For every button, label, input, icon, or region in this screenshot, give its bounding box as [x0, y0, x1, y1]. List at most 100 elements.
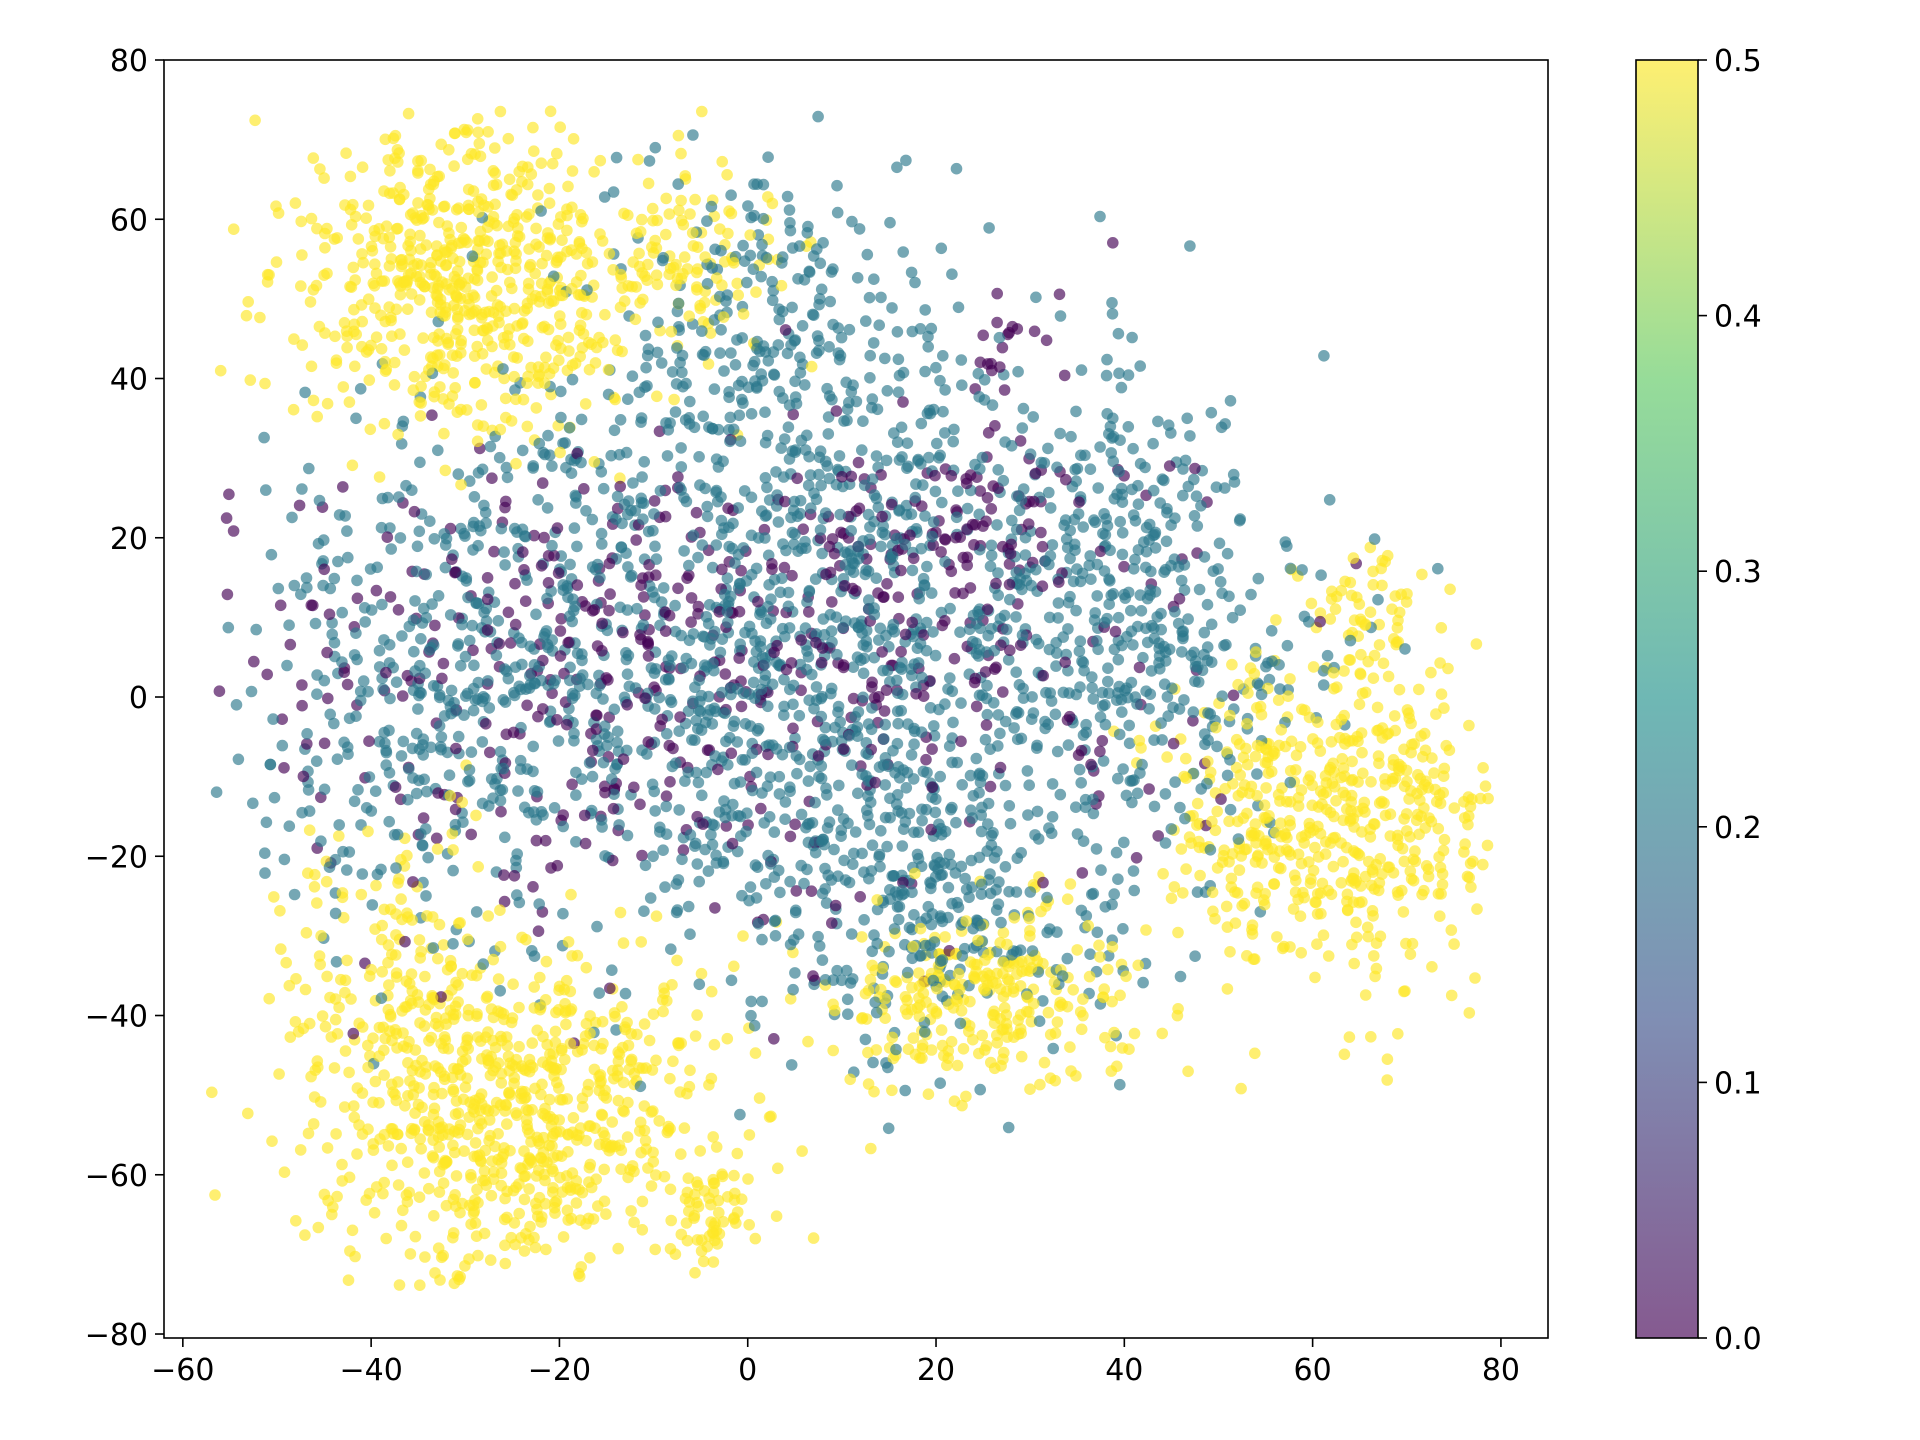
scatter-point [934, 770, 946, 783]
scatter-point [348, 1111, 361, 1124]
scatter-point [707, 1131, 719, 1143]
scatter-point [794, 367, 807, 379]
scatter-point [718, 795, 730, 807]
scatter-point [386, 1123, 399, 1135]
scatter-point [1289, 764, 1302, 776]
scatter-point [705, 828, 717, 841]
scatter-point [1373, 757, 1385, 770]
scatter-point [344, 170, 357, 183]
scatter-point [1381, 728, 1393, 741]
scatter-point [489, 778, 501, 790]
scatter-point [916, 671, 928, 684]
scatter-point [965, 854, 978, 867]
scatter-point [706, 838, 719, 851]
scatter-point [311, 669, 323, 681]
scatter-point [1109, 625, 1122, 638]
scatter-point [455, 522, 467, 535]
scatter-point [468, 273, 481, 285]
scatter-point [1075, 449, 1087, 462]
scatter-point [1047, 1042, 1059, 1055]
scatter-point [322, 692, 334, 705]
scatter-point [660, 790, 673, 802]
scatter-point [351, 653, 363, 666]
scatter-point [466, 619, 479, 632]
scatter-point [450, 203, 463, 216]
scatter-point [586, 561, 599, 573]
scatter-point [472, 467, 485, 479]
scatter-point [370, 879, 382, 892]
scatter-point [1113, 728, 1126, 741]
scatter-point [568, 735, 580, 747]
scatter-point [729, 557, 741, 569]
scatter-point [1103, 598, 1115, 610]
scatter-point [758, 523, 771, 536]
scatter-point [521, 1113, 533, 1126]
scatter-point [682, 900, 695, 913]
scatter-point [878, 733, 890, 745]
scatter-point [760, 878, 772, 890]
scatter-point [1335, 771, 1347, 784]
scatter-point [341, 525, 353, 537]
scatter-point [1378, 797, 1390, 809]
scatter-point [297, 770, 310, 783]
scatter-point [609, 763, 621, 775]
scatter-point [422, 1123, 435, 1136]
scatter-point [1071, 563, 1083, 575]
scatter-point [1189, 950, 1201, 962]
scatter-point [447, 1085, 460, 1098]
scatter-point [634, 629, 646, 641]
scatter-point [383, 815, 396, 828]
scatter-point [886, 1031, 899, 1044]
scatter-point [530, 1170, 543, 1182]
scatter-point [401, 1156, 414, 1168]
scatter-point [935, 1024, 948, 1036]
scatter-point [1234, 513, 1246, 525]
scatter-point [447, 367, 460, 379]
scatter-point [852, 456, 865, 469]
scatter-point [433, 1186, 446, 1198]
scatter-point [294, 1144, 307, 1156]
scatter-point [535, 277, 548, 290]
scatter-point [670, 258, 682, 271]
scatter-point [588, 166, 600, 178]
scatter-point [1189, 462, 1201, 475]
scatter-point [1167, 737, 1180, 750]
scatter-point [510, 1181, 522, 1193]
scatter-point [646, 1064, 659, 1076]
scatter-point [1409, 845, 1421, 857]
scatter-point [854, 891, 866, 903]
scatter-point [1112, 653, 1125, 666]
scatter-point [731, 1147, 744, 1160]
scatter-point [1140, 924, 1152, 936]
scatter-point [695, 724, 708, 736]
scatter-point [312, 537, 325, 550]
scatter-point [594, 571, 606, 584]
scatter-point [429, 619, 441, 632]
scatter-point [1430, 708, 1442, 720]
scatter-point [702, 865, 715, 877]
scatter-point [686, 227, 699, 239]
scatter-point [626, 569, 638, 582]
scatter-point [516, 658, 528, 671]
scatter-point [819, 721, 832, 734]
scatter-point [337, 381, 350, 393]
scatter-point [296, 483, 308, 495]
scatter-point [528, 1231, 540, 1244]
scatter-point [554, 650, 567, 662]
scatter-point [423, 1182, 435, 1195]
scatter-point [408, 370, 421, 383]
scatter-point [402, 1090, 414, 1102]
scatter-point [675, 147, 687, 160]
scatter-point [214, 364, 227, 377]
scatter-point [974, 622, 987, 635]
scatter-point [295, 280, 307, 292]
scatter-point [394, 254, 407, 267]
scatter-point [1004, 547, 1017, 560]
scatter-point [1051, 1016, 1064, 1028]
scatter-point [968, 539, 980, 551]
scatter-point [1071, 828, 1084, 840]
scatter-point [526, 1156, 538, 1168]
scatter-point [1232, 833, 1245, 845]
scatter-point [303, 1017, 316, 1030]
scatter-point [1054, 310, 1067, 322]
